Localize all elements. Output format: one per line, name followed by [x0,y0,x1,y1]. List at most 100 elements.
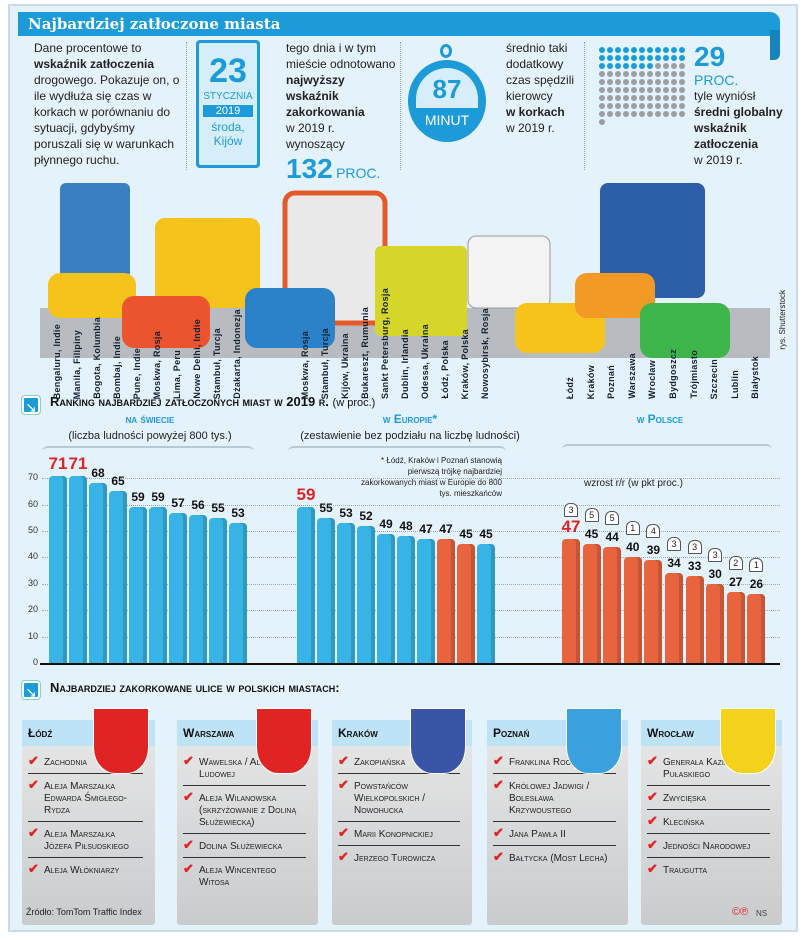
street-name: Franklina Roosevelta [509,757,602,768]
bar [209,517,227,663]
extra-time-post: w 2019 r. [506,121,555,135]
dot [623,79,629,85]
global-unit: PROC. [694,72,739,88]
dot [607,55,613,61]
dot [663,79,669,85]
bar [337,523,355,663]
bar [317,517,335,663]
street-item: ✔ Aleja Marszałka Edwarda Śmigłego-Rydza [28,778,143,822]
dot [599,79,605,85]
bar [726,591,745,663]
school-bus [155,218,260,308]
bar [603,546,622,663]
chart-brace [42,446,254,452]
dot [671,111,677,117]
value-label: 55 [319,500,333,515]
check-icon: ✔ [493,825,504,840]
stopwatch-icon: 87 MINUT [408,60,486,142]
dot [631,47,637,53]
value-label: 45 [459,527,473,542]
record-unit: PROC. [336,165,381,181]
record-bold: najwyższy wskaźnik zakorkowania [286,73,365,119]
dot [671,87,677,93]
street-item: ✔ Królowej Jadwigi / Bolesława Krzywouste… [493,778,616,822]
value-label: 71 [48,453,68,473]
dot [647,111,653,117]
increase-label: wzrost r/r (w pkt proc.) [584,478,683,489]
check-icon: ✔ [493,849,504,864]
bar [89,483,107,663]
city-card-łódź: Łódź ✔ Zachodnia ✔ Aleja Marszałka Edwarda Ś… [22,720,155,925]
red-car [122,296,210,348]
street-name: Bałtycka (Most Lecha) [509,853,608,864]
dot [663,55,669,61]
street-name: Traugutta [663,865,708,876]
dot [679,95,685,101]
street-name: Jana Pawła II [509,829,566,840]
street-name: Generała Kazimierza Pułaskiego [663,757,751,780]
bar-label: Warszawa [626,353,637,399]
dot [631,87,637,93]
dot [615,103,621,109]
taxi [48,273,136,318]
check-icon: ✔ [28,753,39,768]
street-name: Aleja Marszałka Józefa Piłsudskiego [44,829,129,852]
bar-label: Dublin, Irlandia [400,329,410,399]
dot [655,47,661,53]
truck [60,183,130,278]
dot [607,95,613,101]
record-pre: tego dnia i w tym mieście odnotowano [286,41,396,71]
street-list: ✔ Wawelska / Aleja Armii Ludowej ✔ Aleja Wi… [177,746,318,893]
bar-label: Poznań [606,365,617,399]
dot [663,103,669,109]
street-name: Zwycięska [663,793,707,804]
ranking-title-text: Ranking najbardziej zatłoczonych miast w… [50,394,329,409]
value-label: 57 [171,495,185,510]
street-item: ✔ Generała Kazimierza Pułaskiego [647,754,770,786]
dot [631,79,637,85]
value-label: 71 [68,453,88,473]
increase-badge: 1 [625,521,640,536]
check-icon: ✔ [493,777,504,792]
blue-bus [600,183,705,298]
chart-title: w Polsce [636,412,684,426]
stopwatch-knob [440,44,452,58]
increase-badge: 3 [564,502,578,517]
bar-label: Kraków, Polska [460,328,470,399]
value-label: 59 [131,490,145,505]
bar-label: Lima, Peru [172,349,182,399]
bar-label: Moskwa, Rosja [152,330,162,399]
bar [562,538,580,663]
dot [639,55,645,61]
street-list: ✔ Generała Kazimierza Pułaskiego ✔ Zwycięsk… [641,746,782,881]
intro-text: Dane procentowe to wskaźnik zatłoczenia … [34,40,184,168]
value-label: 49 [379,516,393,531]
street-item: ✔ Jana Pawła II [493,826,616,846]
value-label: 26 [749,577,764,592]
streets-title: Najbardziej zakorkowane ulice w polskich… [50,680,340,695]
dot [615,87,621,93]
dot [647,103,653,109]
chart-note: * Łódź, Kraków i Poznań stanowią pierwsz… [361,456,502,498]
street-item: ✔ Aleja Wincentego Witosa [183,862,306,893]
stopwatch-unit: MINUT [424,112,470,128]
check-icon: ✔ [183,837,194,852]
y-tick-label: 40 [27,551,38,562]
street-name: Królowej Jadwigi / Bolesława Krzywousteg… [509,781,590,816]
bar [397,536,415,663]
bar [189,515,207,663]
bar-label: Sankt Petersburg, Rosja [380,288,390,399]
arrow-icon: ↘ [22,681,40,700]
dot [663,63,669,69]
bar [357,525,375,663]
header-bar: Najbardziej zatłoczone miasta [18,12,780,36]
dot [623,47,629,53]
street-item: ✔ Aleja Wilanowska (skrzyżowanie z Doliną… [183,790,306,834]
street-name: Aleja Wilanowska (skrzyżowanie z Doliną … [199,793,297,828]
bar-label: Nowe Delhi, Indie [192,319,202,399]
chart-brace [562,444,772,450]
bar-label: Białystok [750,356,761,399]
dot [655,63,661,69]
chart-title: na świecie [125,412,175,426]
value-label: 59 [296,485,316,505]
